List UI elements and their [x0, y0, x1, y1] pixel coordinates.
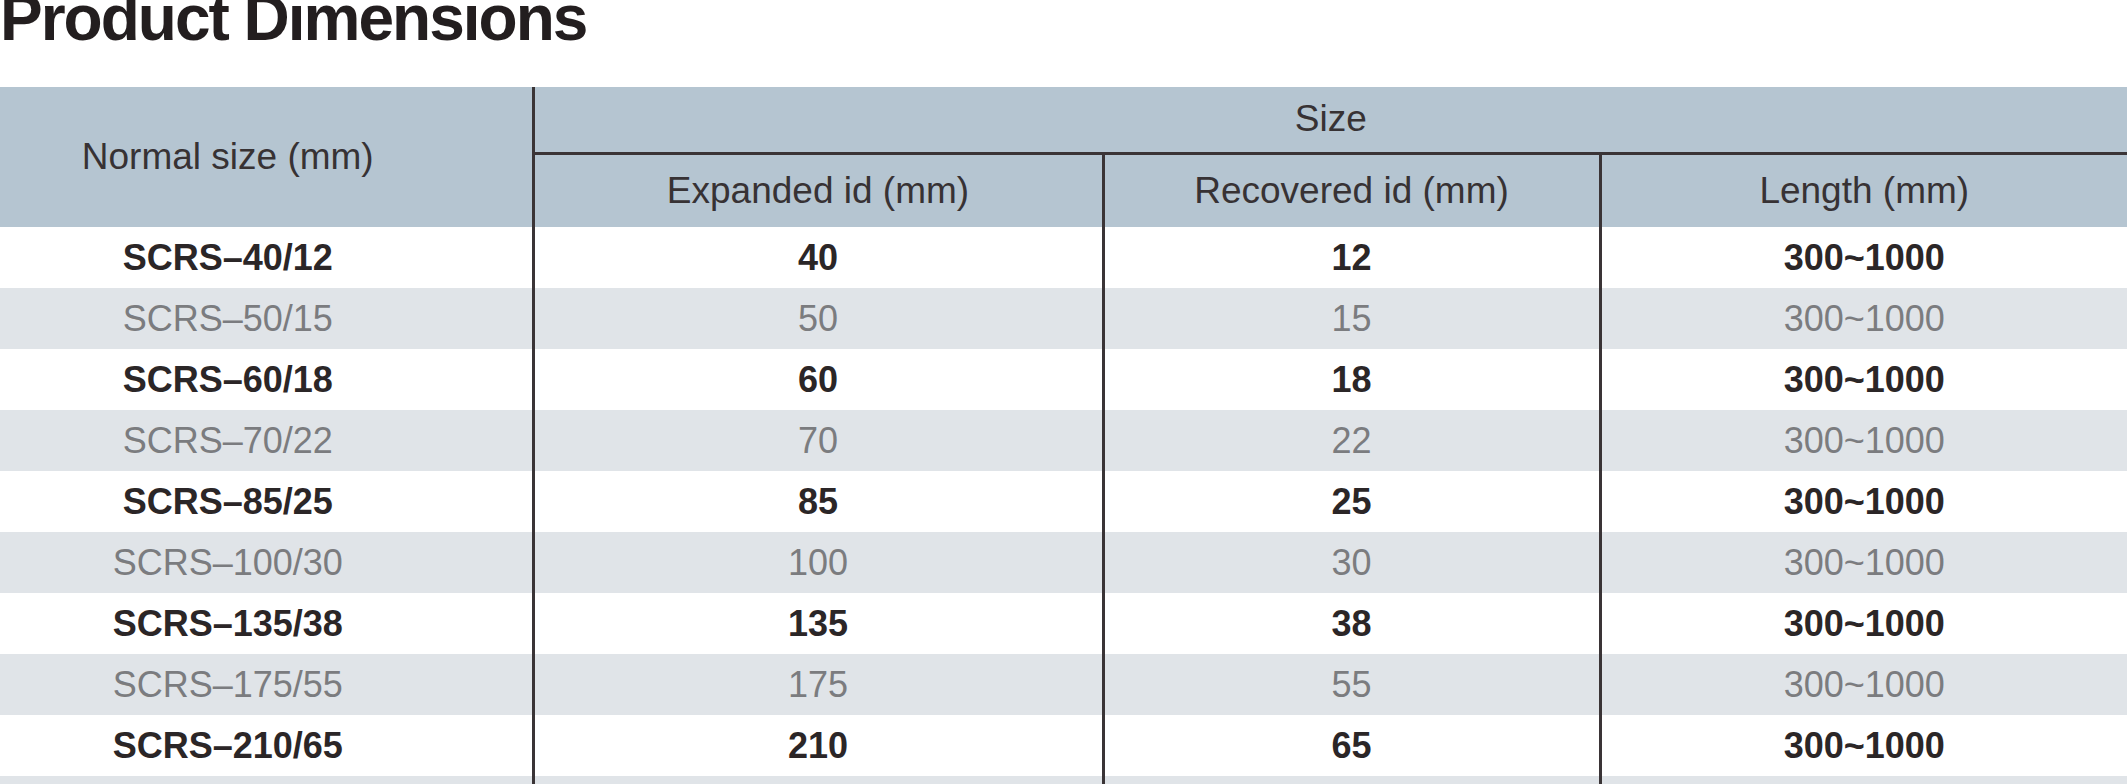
table-row: SCRS–100/30 100 30 300~1000: [0, 532, 2127, 593]
length-cell: 300~1000: [1600, 654, 2127, 715]
partial-next-row: [0, 776, 2127, 784]
expanded-id-cell: 85: [533, 471, 1103, 532]
table-group-header-row: Normal size (mm) Size: [0, 87, 2127, 153]
length-cell: 300~1000: [1600, 471, 2127, 532]
recovered-id-cell: 15: [1103, 288, 1600, 349]
page-title: Product Dimensions: [0, 0, 586, 50]
table-row: SCRS–175/55 175 55 300~1000: [0, 654, 2127, 715]
normal-size-cell: SCRS–135/38: [0, 593, 533, 654]
normal-size-cell: SCRS–70/22: [0, 410, 533, 471]
table-row: SCRS–60/18 60 18 300~1000: [0, 349, 2127, 410]
product-dimensions-table: Normal size (mm) Size Expanded id (mm) R…: [0, 87, 2127, 784]
table-footer-partial: [0, 776, 2127, 784]
recovered-id-cell: 30: [1103, 532, 1600, 593]
length-cell: 300~1000: [1600, 593, 2127, 654]
expanded-id-cell: 100: [533, 532, 1103, 593]
header-size-group: Size: [533, 87, 2127, 153]
normal-size-cell: SCRS–60/18: [0, 349, 533, 410]
recovered-id-cell: 18: [1103, 349, 1600, 410]
expanded-id-cell: 135: [533, 593, 1103, 654]
table-header: Normal size (mm) Size Expanded id (mm) R…: [0, 87, 2127, 227]
recovered-id-cell: 12: [1103, 227, 1600, 288]
header-expanded-id: Expanded id (mm): [533, 153, 1103, 227]
expanded-id-cell: 60: [533, 349, 1103, 410]
page: Product Dimensions Normal size (mm) Size…: [0, 0, 2127, 784]
normal-size-cell: SCRS–175/55: [0, 654, 533, 715]
header-length: Length (mm): [1600, 153, 2127, 227]
length-cell: 300~1000: [1600, 715, 2127, 776]
table-row: SCRS–50/15 50 15 300~1000: [0, 288, 2127, 349]
expanded-id-cell: 50: [533, 288, 1103, 349]
recovered-id-cell: 65: [1103, 715, 1600, 776]
expanded-id-cell: 70: [533, 410, 1103, 471]
table-body: SCRS–40/12 40 12 300~1000 SCRS–50/15 50 …: [0, 227, 2127, 776]
normal-size-cell: SCRS–50/15: [0, 288, 533, 349]
header-normal-size: Normal size (mm): [0, 87, 533, 227]
normal-size-cell: SCRS–100/30: [0, 532, 533, 593]
length-cell: 300~1000: [1600, 349, 2127, 410]
header-recovered-id: Recovered id (mm): [1103, 153, 1600, 227]
recovered-id-cell: 22: [1103, 410, 1600, 471]
table-row: SCRS–70/22 70 22 300~1000: [0, 410, 2127, 471]
expanded-id-cell: 175: [533, 654, 1103, 715]
normal-size-cell: SCRS–210/65: [0, 715, 533, 776]
table-row: SCRS–40/12 40 12 300~1000: [0, 227, 2127, 288]
length-cell: 300~1000: [1600, 410, 2127, 471]
table-row: SCRS–135/38 135 38 300~1000: [0, 593, 2127, 654]
recovered-id-cell: 25: [1103, 471, 1600, 532]
normal-size-cell: SCRS–85/25: [0, 471, 533, 532]
table-row: SCRS–210/65 210 65 300~1000: [0, 715, 2127, 776]
length-cell: 300~1000: [1600, 288, 2127, 349]
normal-size-cell: SCRS–40/12: [0, 227, 533, 288]
expanded-id-cell: 210: [533, 715, 1103, 776]
recovered-id-cell: 55: [1103, 654, 1600, 715]
length-cell: 300~1000: [1600, 227, 2127, 288]
table-row: SCRS–85/25 85 25 300~1000: [0, 471, 2127, 532]
expanded-id-cell: 40: [533, 227, 1103, 288]
recovered-id-cell: 38: [1103, 593, 1600, 654]
length-cell: 300~1000: [1600, 532, 2127, 593]
